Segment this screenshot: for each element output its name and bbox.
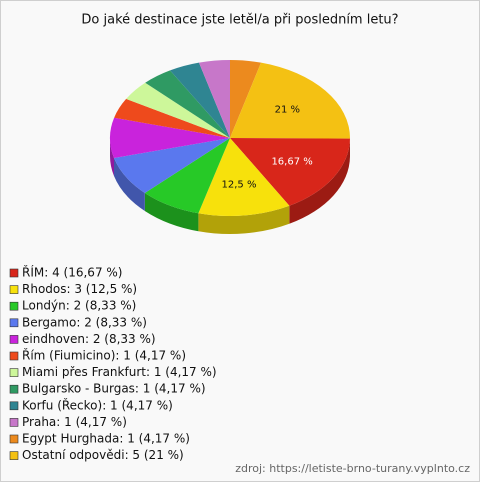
- value-label: 16,67 %: [271, 157, 312, 168]
- value-label: 12,5 %: [222, 179, 257, 190]
- slice-side: [144, 192, 199, 232]
- legend-label: Rhodos: 3 (12,5 %): [22, 282, 137, 296]
- legend-swatch: [9, 335, 19, 344]
- legend-label: Londýn: 2 (8,33 %): [22, 299, 136, 313]
- slice-side: [114, 158, 145, 211]
- slice-side: [289, 138, 350, 224]
- legend-label: Bergamo: 2 (8,33 %): [22, 315, 147, 329]
- slice: [145, 70, 230, 138]
- slice: [144, 138, 230, 214]
- legend-label: Miami přes Frankfurt: 1 (4,17 %): [22, 365, 217, 379]
- legend-swatch: [9, 318, 19, 328]
- slice: [109, 117, 230, 159]
- legend-swatch: [9, 268, 19, 278]
- legend-swatch: [9, 451, 19, 460]
- legend-swatch: [9, 301, 19, 311]
- legend-label: ŘÍM: 4 (16,67 %): [22, 265, 122, 280]
- legend-label: Praha: 1 (4,17 %): [22, 415, 127, 429]
- source: zdroj: https://letiste-brno-turany.vypln…: [235, 462, 470, 475]
- legend-swatch: [9, 434, 19, 444]
- slice-side: [198, 205, 290, 234]
- slice: [114, 138, 230, 193]
- legend-label: Egypt Hurghada: 1 (4,17 %): [22, 432, 190, 446]
- slice-side: [110, 138, 115, 177]
- value-label: 21 %: [275, 105, 300, 116]
- legend-swatch: [9, 368, 19, 377]
- slice: [126, 82, 230, 138]
- slice: [230, 62, 350, 139]
- legend-label: Ostatní odpovědi: 5 (21 %): [22, 448, 184, 462]
- legend-label: Korfu (Řecko): 1 (4,17 %): [22, 397, 173, 412]
- slice: [170, 62, 230, 138]
- chart-title: Do jaké destinace jste letěl/a při posle…: [81, 13, 398, 28]
- legend-label: Bulgarsko - Burgas: 1 (4,17 %): [22, 382, 206, 396]
- legend-label: Řím (Fiumicino): 1 (4,17 %): [22, 348, 186, 363]
- slice: [230, 138, 350, 206]
- slice: [198, 60, 230, 138]
- slice: [198, 138, 290, 217]
- slice: [230, 60, 262, 138]
- legend-swatch: [9, 285, 19, 294]
- legend-swatch: [9, 384, 19, 394]
- legend-swatch: [9, 418, 19, 427]
- legend-swatch: [9, 351, 19, 361]
- legend-label: eindhoven: 2 (8,33 %): [22, 332, 156, 346]
- legend-swatch: [9, 401, 19, 411]
- slice: [114, 98, 230, 138]
